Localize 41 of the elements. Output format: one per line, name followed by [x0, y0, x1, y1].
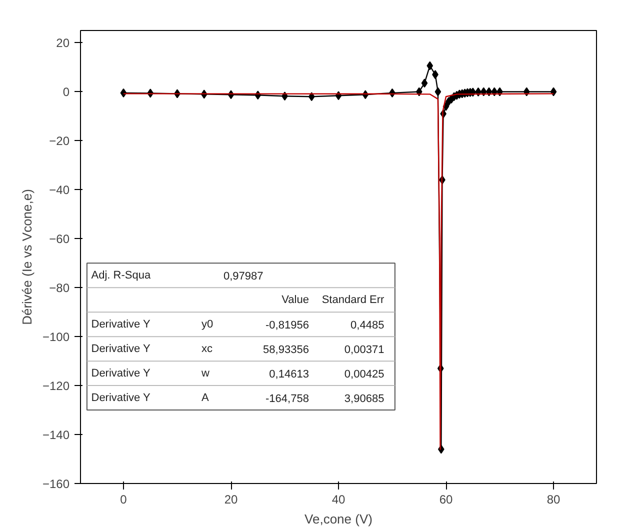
annotation: -0,81956 [266, 319, 309, 332]
annotation: 0,14613 [269, 368, 309, 380]
y-tick-label: 20 [56, 36, 70, 50]
y-tick-label: −100 [42, 330, 70, 344]
annotation: A [201, 392, 210, 404]
point [434, 87, 442, 96]
y-tick-label: −40 [49, 183, 70, 198]
annotation: y0 [201, 318, 214, 330]
annotation: xc [201, 342, 213, 355]
y-tick-label: −120 [42, 379, 70, 394]
annotation: Derivative Y [91, 367, 152, 380]
annotation: Derivative Y [91, 342, 152, 355]
annotation: -164,758 [266, 392, 309, 405]
annotation: Derivative Y [91, 318, 152, 330]
x-tick-label: 80 [546, 492, 560, 506]
annotation: 3,90685 [344, 392, 384, 405]
y-tick-label: 0 [62, 85, 70, 100]
annotation: 0,00425 [344, 368, 384, 380]
annotation: 58,93356 [263, 344, 309, 356]
annotation: 0,00371 [344, 344, 384, 356]
annotation: 0,97987 [223, 270, 264, 282]
y-tick-label: −60 [49, 232, 70, 246]
point [421, 78, 428, 88]
annotation: 0,4485 [350, 319, 384, 332]
x-tick-label: 20 [224, 492, 238, 506]
point [426, 61, 434, 70]
annotation: Derivative Y [91, 392, 152, 404]
y-tick-label: −160 [42, 477, 70, 491]
x-tick-label: 60 [439, 492, 453, 506]
y-tick-label: −20 [49, 134, 70, 148]
y-tick-label: −140 [42, 428, 70, 442]
y-axis-title: Dérivée (Ie vs Vcone,e) [19, 189, 34, 325]
x-tick-label: 0 [120, 492, 128, 506]
annotation: Adj. R-Squa [91, 269, 152, 282]
point [550, 87, 557, 96]
annotation: Value [282, 294, 309, 306]
x-tick-label: 40 [332, 492, 346, 506]
annotation: Standard Err [322, 294, 385, 306]
annotation: w [200, 367, 210, 380]
x-axis-title: Ve,cone (V) [304, 512, 372, 526]
y-tick-label: −80 [49, 281, 70, 296]
